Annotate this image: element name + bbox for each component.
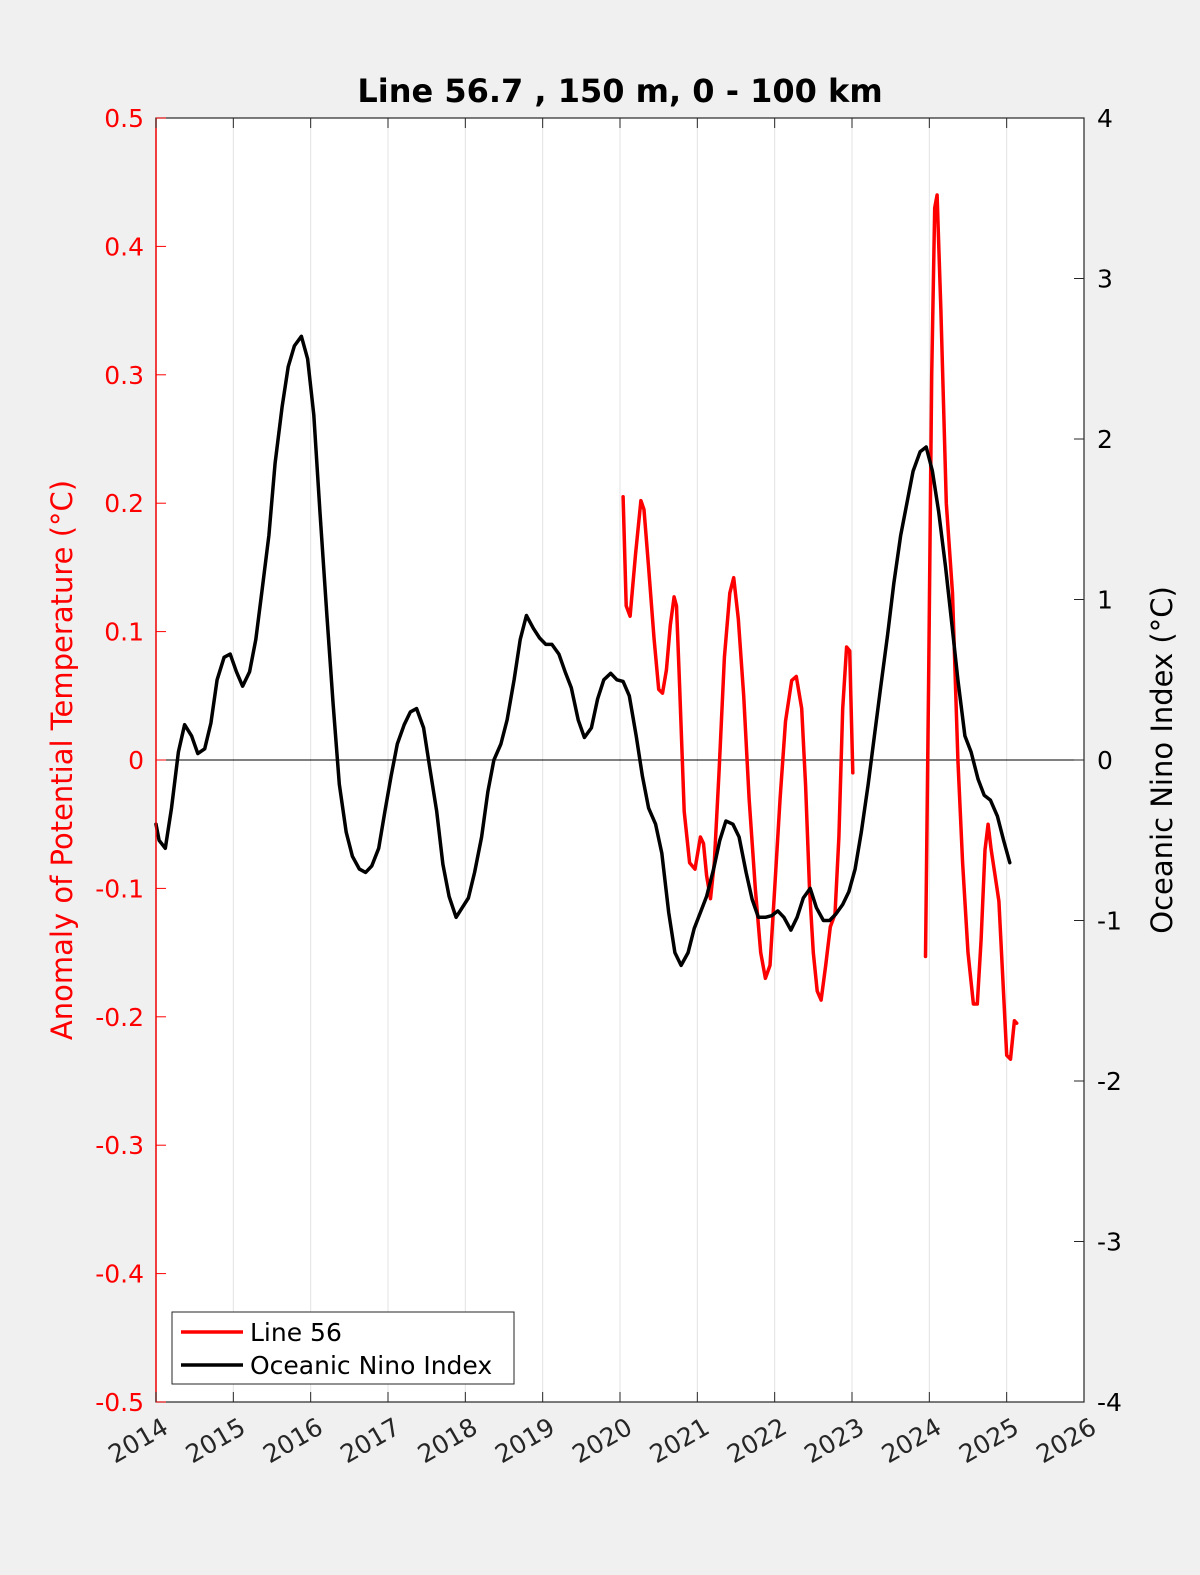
y-left-tick-label: -0.3 [95, 1131, 144, 1160]
y-left-tick-label: 0.1 [104, 618, 144, 647]
series-layer [154, 193, 1019, 1061]
y-left-tick-label: -0.4 [95, 1260, 144, 1289]
y-axis-label-right: Oceanic Nino Index (°C) [1145, 586, 1179, 934]
y-left-tick-label: 0 [128, 746, 144, 775]
y-right-tick-label: -2 [1097, 1067, 1122, 1096]
y-left-tick-label: 0.5 [104, 104, 144, 133]
y-right-tick-label: -4 [1097, 1388, 1122, 1417]
y-right-tick-label: 2 [1097, 425, 1113, 454]
y-axis-label-left: Anomaly of Potential Temperature (°C) [45, 480, 79, 1040]
y-right-tick-label: -1 [1097, 907, 1122, 936]
chart-title: Line 56.7 , 150 m, 0 - 100 km [357, 72, 882, 110]
y-right-tick-label: 1 [1097, 586, 1113, 615]
legend-box [171, 1311, 515, 1385]
y-left-tick-label: -0.1 [95, 874, 144, 903]
y-left-tick-label: 0.4 [104, 232, 144, 261]
series-line56-segment [621, 495, 855, 1002]
y-right-tick-label: 0 [1097, 746, 1113, 775]
y-left-tick-label: -0.5 [95, 1388, 144, 1417]
series-oceanic-nino-index [154, 334, 1012, 968]
series-line56-segment [923, 193, 1019, 1061]
y-right-tick-label: 4 [1097, 104, 1113, 133]
y-right-tick-label: 3 [1097, 265, 1113, 294]
y-left-tick-label: 0.2 [104, 489, 144, 518]
y-right-tick-label: -3 [1097, 1228, 1122, 1257]
legend-label-oni: Oceanic Nino Index [250, 1351, 492, 1380]
legend: Line 56 Oceanic Nino Index [171, 1311, 515, 1385]
y-left-tick-label: -0.2 [95, 1003, 144, 1032]
y-left-tick-label: 0.3 [104, 361, 144, 390]
legend-label-line56: Line 56 [250, 1318, 342, 1347]
